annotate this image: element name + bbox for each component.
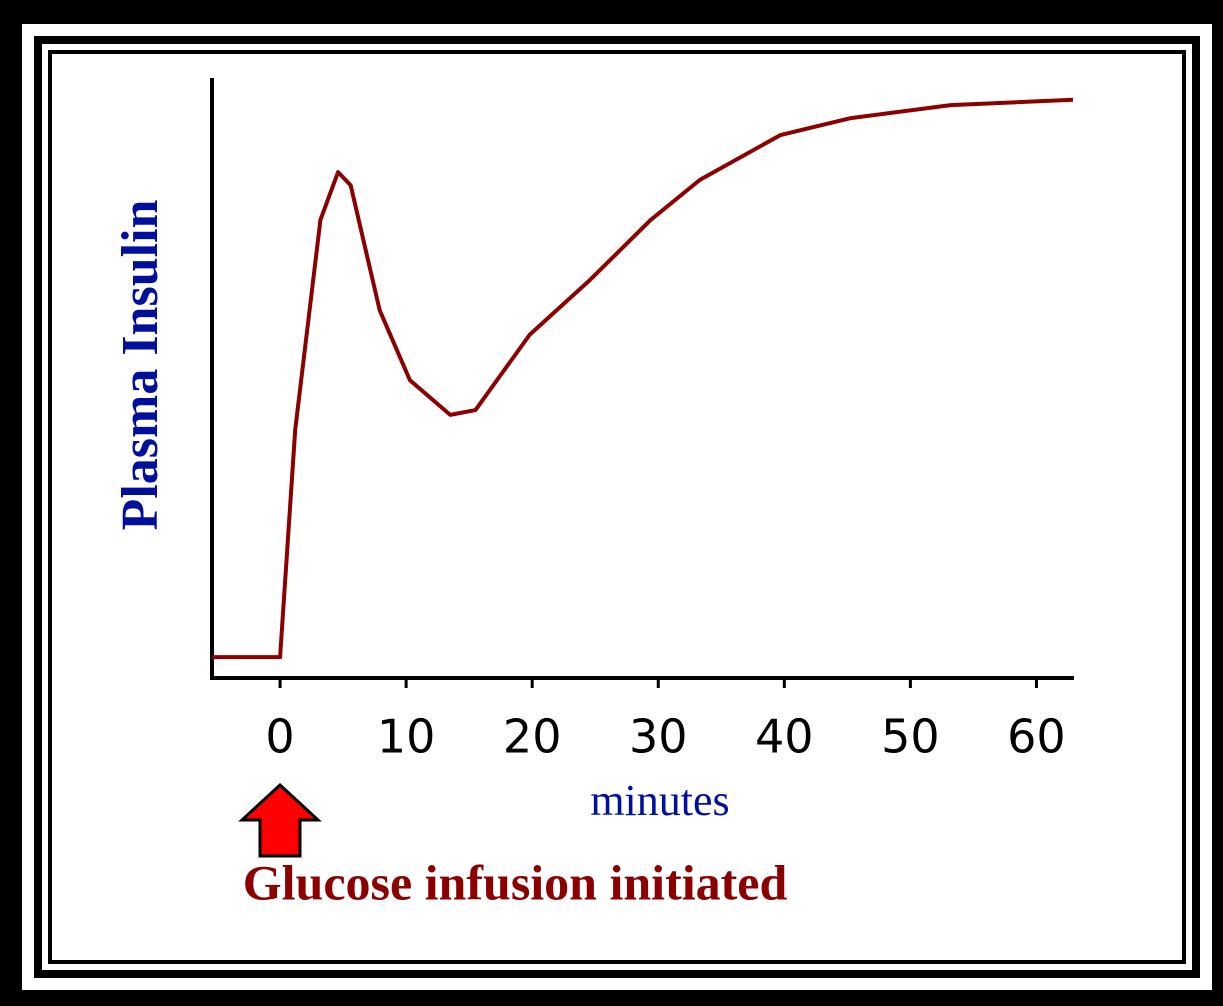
x-tick-label: 30	[629, 710, 688, 764]
frame-strip	[22, 24, 1212, 990]
x-tick-label: 10	[377, 710, 436, 764]
x-tick-label: 0	[265, 710, 294, 764]
x-axis-label: minutes	[590, 776, 729, 825]
y-axis-label: Plasma Insulin	[112, 199, 169, 530]
x-tick-label: 60	[1007, 710, 1066, 764]
arrow	[238, 782, 322, 858]
inner-border-2	[48, 50, 1186, 964]
inner-border	[34, 36, 1200, 978]
annotation: Glucose infusion initiated	[243, 854, 788, 910]
x-tick-label: 40	[755, 710, 814, 764]
data-line	[212, 97, 1074, 660]
x-tick-label: 20	[503, 710, 562, 764]
x-tick-label: 50	[881, 710, 940, 764]
